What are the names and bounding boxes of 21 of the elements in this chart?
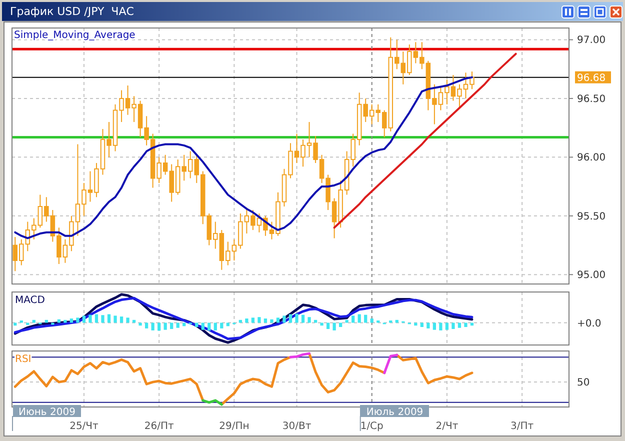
- text: Июнь 2009: [18, 406, 76, 419]
- y-tick-label: 96.50: [577, 94, 606, 105]
- y-tick-label: 95.00: [577, 270, 606, 282]
- text: Simple_Moving_Average: [14, 30, 136, 41]
- x-tick-label: 30/Вт: [282, 421, 312, 432]
- x-tick-label: 1/Ср: [360, 421, 384, 432]
- x-tick-label: 25/Чт: [70, 421, 99, 432]
- ref-line-label: +0.0: [577, 318, 602, 330]
- y-tick-label: 95.50: [577, 211, 606, 222]
- text: 50: [577, 378, 590, 389]
- x-tick-label: 2/Чт: [436, 421, 458, 432]
- chart-title: RSI: [15, 354, 32, 365]
- chart-title: График USD /JPY ЧАС: [10, 5, 134, 18]
- x-tick-label: 3/Пт: [510, 421, 534, 432]
- y-tick-label: 97.00: [577, 35, 606, 46]
- x-tick-label: 29/Пн: [219, 421, 250, 432]
- chart-title: MACD: [15, 295, 46, 306]
- ref-line-label: 96.68: [577, 72, 606, 84]
- x-tick-label: 26/Пт: [144, 421, 174, 432]
- ref-line-label: Июль 2009: [365, 406, 424, 419]
- y-tick-label: 96.00: [577, 152, 606, 164]
